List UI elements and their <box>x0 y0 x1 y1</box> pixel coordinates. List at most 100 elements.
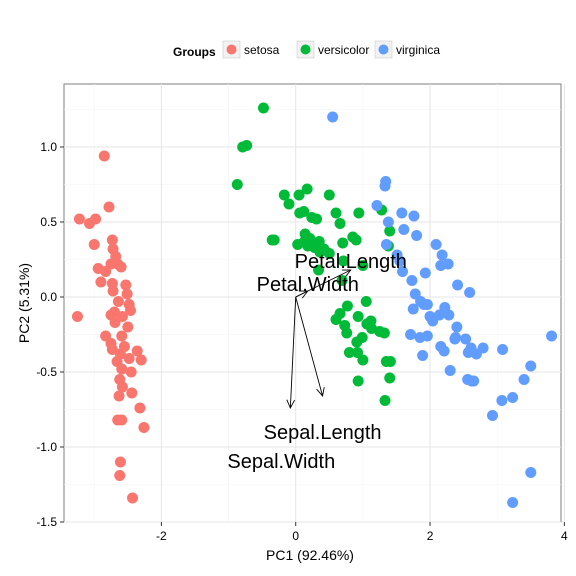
point-versicolor <box>357 260 369 271</box>
loading-arrow-sepal-width <box>289 296 297 409</box>
point-setosa <box>114 456 126 468</box>
point-versicolor <box>334 218 346 229</box>
point-setosa <box>115 261 127 273</box>
point-virginica <box>438 345 450 357</box>
point-setosa <box>107 285 119 297</box>
y-tick-label: -1.0 <box>36 440 57 454</box>
legend-marker-virginica <box>378 44 389 55</box>
point-versicolor <box>311 213 323 225</box>
point-versicolor <box>384 372 396 384</box>
loading-label-petal-length: Petal.Length <box>295 251 407 273</box>
point-setosa <box>124 305 136 316</box>
point-virginica <box>405 329 417 340</box>
point-setosa <box>116 363 128 375</box>
point-setosa <box>125 366 137 378</box>
point-versicolor <box>351 347 363 358</box>
point-setosa <box>71 311 83 322</box>
point-virginica <box>460 333 472 345</box>
point-versicolor <box>352 375 364 387</box>
arrowhead <box>316 387 325 397</box>
point-setosa <box>98 150 110 162</box>
point-versicolor <box>384 356 396 367</box>
point-versicolor <box>384 225 396 237</box>
point-setosa <box>120 279 132 291</box>
point-setosa <box>100 266 112 277</box>
x-axis-title: PC1 (92.46%) <box>266 547 354 563</box>
point-virginica <box>419 267 431 279</box>
point-versicolor <box>337 255 349 267</box>
point-setosa <box>127 492 139 504</box>
y-tick-label: -1.5 <box>36 515 57 529</box>
point-virginica <box>486 410 498 421</box>
y-axis-title: PC2 (5.31%) <box>16 263 32 343</box>
y-tick-label: 0.5 <box>40 215 57 229</box>
y-tick-label: 0.0 <box>40 290 57 304</box>
point-virginica <box>518 374 530 385</box>
point-setosa <box>126 387 138 399</box>
point-versicolor <box>237 141 249 153</box>
point-setosa <box>134 402 146 414</box>
point-virginica <box>394 255 406 267</box>
point-versicolor <box>341 300 353 312</box>
x-tick-label: 4 <box>561 529 568 543</box>
axis-ticks: -2 0 2 4 -1.5 -1.0 -0.5 0.0 0.5 1.0 <box>36 140 568 543</box>
point-setosa <box>123 353 135 364</box>
point-virginica <box>417 350 429 361</box>
point-versicolor <box>323 248 335 259</box>
point-virginica <box>380 239 392 250</box>
point-virginica <box>452 279 464 291</box>
legend-label-versicolor: versicolor <box>318 43 369 57</box>
point-versicolor <box>350 234 362 246</box>
point-versicolor <box>356 332 368 343</box>
loading-label-sepal-width: Sepal.Width <box>227 451 335 473</box>
point-virginica <box>443 309 455 321</box>
point-versicolor <box>330 207 342 219</box>
point-virginica <box>497 344 509 355</box>
arrowhead <box>286 399 296 410</box>
point-setosa <box>88 239 100 250</box>
legend-title: Groups <box>173 45 216 59</box>
point-versicolor <box>341 327 353 339</box>
point-versicolor <box>323 189 335 201</box>
point-setosa <box>113 390 125 402</box>
point-virginica <box>421 330 433 342</box>
point-virginica <box>468 375 480 387</box>
point-virginica <box>408 210 420 222</box>
y-tick-label: -0.5 <box>36 365 57 379</box>
point-setosa <box>108 306 120 318</box>
arrowhead <box>298 290 309 299</box>
point-setosa <box>138 422 150 433</box>
point-setosa <box>121 288 133 300</box>
point-versicolor <box>337 237 349 249</box>
point-setosa <box>112 296 124 307</box>
point-virginica <box>406 275 418 286</box>
point-virginica <box>451 321 463 333</box>
legend-marker-versicolor <box>300 44 311 55</box>
point-virginica <box>396 266 408 277</box>
point-setosa <box>116 311 128 322</box>
point-setosa <box>106 344 118 355</box>
point-setosa <box>131 345 143 357</box>
plot-panel <box>63 83 562 523</box>
point-virginica <box>507 392 519 403</box>
point-virginica <box>444 365 456 376</box>
point-setosa <box>95 276 107 288</box>
point-setosa <box>90 213 102 225</box>
point-versicolor <box>257 102 269 114</box>
point-virginica <box>411 230 423 241</box>
point-setosa <box>109 317 121 328</box>
point-versicolor <box>301 183 313 195</box>
point-virginica <box>546 330 558 342</box>
point-virginica <box>525 360 537 372</box>
point-setosa <box>106 234 118 246</box>
point-virginica <box>436 249 448 261</box>
legend: Groups setosa versicolor virginica <box>173 40 440 59</box>
point-versicolor <box>266 234 278 246</box>
point-virginica <box>507 497 519 508</box>
point-virginica <box>382 216 394 228</box>
point-versicolor <box>294 207 306 219</box>
legend-label-virginica: virginica <box>396 43 440 57</box>
x-tick-label: 0 <box>292 529 299 543</box>
